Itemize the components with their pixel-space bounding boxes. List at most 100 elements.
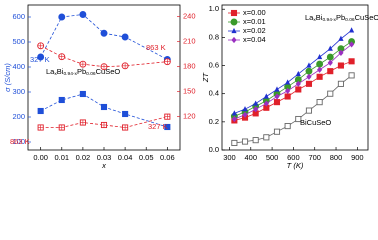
marker — [241, 138, 249, 145]
marker — [338, 35, 344, 41]
formula-part: La — [305, 13, 314, 22]
y2-tick-label: 210 — [183, 37, 196, 46]
marker — [284, 93, 291, 100]
marker — [284, 123, 291, 130]
marker — [285, 87, 291, 94]
marker — [317, 66, 323, 73]
marker — [305, 107, 313, 114]
y2-tick-label: 240 — [183, 12, 196, 21]
marker — [306, 62, 312, 68]
formula-part: Pb — [336, 13, 345, 22]
x-tick-label: 800 — [330, 153, 343, 162]
marker — [273, 99, 281, 106]
marker — [242, 111, 248, 118]
figure: 0.00 0.01 0.02 0.03 0.04 0.05 0.06 100 200 300 400… — [3, 4, 378, 170]
marker — [305, 67, 313, 75]
marker — [348, 41, 355, 48]
x-tick-label: 0.06 — [160, 153, 175, 162]
marker — [231, 139, 238, 147]
x-tick-label: 400 — [245, 153, 258, 162]
marker — [316, 73, 323, 80]
marker — [100, 29, 108, 37]
marker — [348, 58, 355, 65]
legend-label: x=0.02 — [243, 26, 266, 35]
formula-subscript: 0.94-x — [322, 17, 336, 23]
series-line — [40, 116, 168, 128]
x-tick-label: 500 — [266, 153, 279, 162]
marker — [285, 79, 291, 85]
formula-part: La — [46, 67, 55, 76]
y-tick-label: 400 — [12, 62, 25, 71]
y-tick-label: 500 — [12, 37, 25, 46]
y-tick-label: 600 — [12, 12, 25, 21]
marker — [231, 110, 237, 116]
annotation: 327 K — [30, 55, 50, 64]
y-tick-label: 0.8 — [209, 32, 219, 41]
x-tick-label: 600 — [287, 153, 300, 162]
marker — [337, 62, 344, 69]
marker — [58, 96, 65, 104]
y-tick-label: 0.2 — [209, 117, 219, 126]
marker — [230, 18, 238, 26]
marker — [274, 86, 280, 92]
y-tick-label: 0.6 — [209, 61, 219, 70]
marker — [37, 107, 44, 115]
y-tick-label: 300 — [12, 87, 25, 96]
x-tick-label: 0.02 — [76, 153, 91, 162]
legend-label: x=0.00 — [243, 8, 266, 17]
x-axis-label: x — [101, 161, 106, 170]
y-tick-label: 0.4 — [209, 89, 219, 98]
plot-frame — [221, 4, 369, 151]
formula-part: CuSeO — [96, 67, 121, 76]
formula-subscript: x — [313, 18, 316, 23]
legend-label: x=0.01 — [243, 17, 266, 26]
annotation: 863 K — [146, 43, 166, 52]
marker — [295, 80, 301, 87]
marker — [263, 93, 269, 99]
series-line — [40, 93, 168, 128]
marker — [295, 86, 302, 93]
annotation: 327 K — [148, 122, 168, 131]
y-tick-label: 200 — [12, 112, 25, 121]
formula-subscript: 0.06 — [86, 71, 96, 77]
marker — [79, 11, 87, 18]
marker — [231, 36, 237, 44]
marker — [316, 99, 323, 106]
x-tick-label: 0.04 — [118, 153, 133, 162]
x-tick-label: 900 — [351, 153, 364, 162]
marker — [121, 33, 129, 41]
formula-part: Pb — [77, 67, 86, 76]
formula-subscript: 0.06 — [345, 17, 355, 23]
marker — [37, 53, 45, 61]
x-tick-label: 0.05 — [139, 153, 154, 162]
marker — [295, 115, 302, 123]
y-axis-label: σ (S/cm) — [3, 63, 12, 92]
marker — [253, 106, 259, 113]
marker — [58, 13, 66, 21]
y2-tick-label: 120 — [183, 112, 196, 121]
marker — [263, 134, 270, 141]
marker — [100, 103, 108, 111]
formula-label: LaxBi0.94-xPb0.06CuSeO — [305, 13, 378, 23]
x-tick-label: 300 — [223, 153, 236, 162]
marker — [253, 100, 259, 106]
y-tick-label: 0.0 — [209, 145, 219, 154]
marker — [230, 9, 238, 17]
y-tick-label: 1.0 — [209, 4, 219, 13]
marker — [263, 100, 269, 107]
formula-subscript: x — [54, 72, 57, 77]
marker — [338, 49, 344, 56]
marker — [317, 53, 323, 60]
legend-label: x=0.04 — [243, 35, 266, 44]
x-tick-label: 0.00 — [33, 153, 48, 162]
page: {"chart_data": [ {"type": "line", "x_lab… — [2, 4, 378, 170]
x-axis-label: T (K) — [287, 161, 304, 170]
marker — [164, 123, 171, 131]
marker — [337, 80, 344, 87]
marker — [122, 110, 129, 118]
marker — [326, 53, 334, 61]
series-line — [234, 75, 352, 144]
marker — [231, 27, 237, 34]
marker — [306, 73, 312, 80]
annotation: 863 K — [10, 137, 30, 146]
